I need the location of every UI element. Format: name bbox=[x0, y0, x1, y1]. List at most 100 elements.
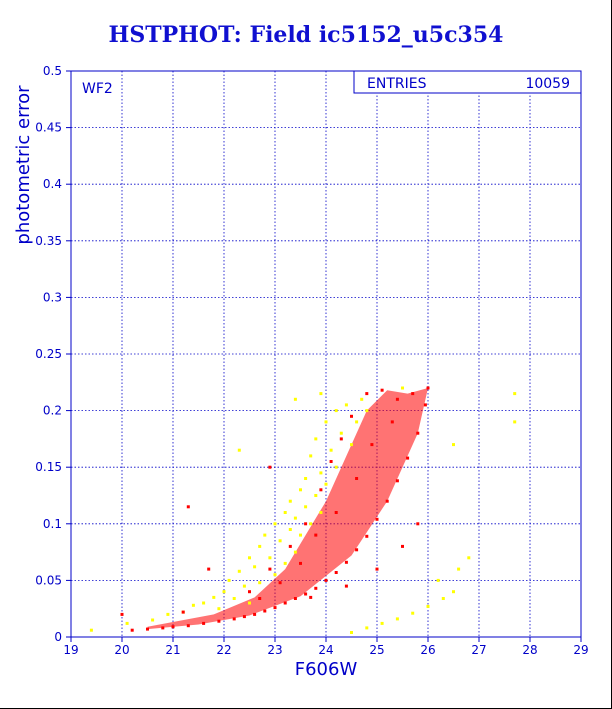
yellow-point bbox=[426, 604, 430, 608]
red-point bbox=[416, 522, 420, 526]
yellow-point bbox=[288, 528, 292, 531]
red-point bbox=[217, 619, 221, 623]
yellow-point bbox=[248, 556, 251, 560]
yellow-point bbox=[365, 626, 369, 630]
yellow-point bbox=[151, 618, 155, 622]
x-tick-label: 25 bbox=[369, 643, 384, 657]
yellow-point bbox=[191, 603, 195, 607]
yellow-point bbox=[283, 561, 287, 565]
x-tick-label: 29 bbox=[573, 643, 588, 657]
yellow-point bbox=[237, 569, 241, 573]
red-point bbox=[120, 612, 124, 616]
red-point bbox=[314, 586, 318, 590]
y-axis-label: photometric error bbox=[13, 85, 34, 245]
red-point bbox=[344, 560, 348, 564]
yellow-point bbox=[166, 612, 170, 616]
red-point bbox=[406, 456, 410, 460]
y-tick-label: 0.45 bbox=[35, 121, 62, 135]
yellow-point bbox=[350, 443, 353, 447]
red-point bbox=[380, 388, 384, 392]
red-point bbox=[329, 460, 333, 463]
yellow-point bbox=[278, 539, 282, 543]
stats-entries-label: ENTRIES bbox=[367, 76, 427, 92]
yellow-point bbox=[217, 607, 221, 611]
red-point bbox=[278, 581, 282, 585]
yellow-point bbox=[457, 567, 461, 571]
yellow-point bbox=[314, 437, 318, 441]
red-point bbox=[309, 595, 313, 599]
yellow-point bbox=[355, 420, 359, 424]
y-tick-label: 0.35 bbox=[35, 234, 62, 248]
yellow-point bbox=[268, 556, 272, 560]
yellow-point bbox=[232, 597, 236, 600]
x-axis-label: F606W bbox=[295, 659, 358, 680]
y-tick-label: 0.2 bbox=[43, 404, 62, 418]
yellow-point bbox=[334, 409, 338, 413]
yellow-point bbox=[304, 505, 308, 509]
yellow-point bbox=[411, 611, 415, 615]
red-point bbox=[416, 431, 420, 435]
x-tick-label: 28 bbox=[522, 643, 537, 657]
yellow-point bbox=[202, 601, 206, 605]
red-point bbox=[423, 403, 427, 407]
yellow-point bbox=[212, 595, 216, 599]
yellow-point bbox=[125, 621, 129, 625]
red-point bbox=[288, 544, 292, 548]
red-point bbox=[370, 443, 374, 447]
yellow-point bbox=[258, 581, 262, 585]
x-tick-label: 26 bbox=[420, 643, 435, 657]
red-point bbox=[355, 477, 359, 480]
red-point bbox=[375, 517, 379, 521]
yellow-point bbox=[365, 409, 369, 413]
x-tick-label: 21 bbox=[165, 643, 180, 657]
x-tick-label: 23 bbox=[267, 643, 282, 657]
red-point bbox=[395, 397, 399, 401]
yellow-point bbox=[360, 397, 364, 401]
yellow-point bbox=[309, 454, 313, 458]
red-point bbox=[401, 544, 404, 548]
yellow-point bbox=[344, 403, 348, 407]
yellow-point bbox=[380, 621, 384, 625]
stats-entries-value: 10059 bbox=[525, 76, 570, 92]
x-tick-label: 20 bbox=[114, 643, 129, 657]
yellow-point bbox=[293, 516, 297, 520]
red-point bbox=[390, 420, 394, 424]
yellow-point bbox=[273, 573, 277, 577]
red-point bbox=[242, 615, 246, 619]
red-point bbox=[411, 392, 415, 396]
yellow-point bbox=[293, 397, 297, 401]
yellow-point bbox=[513, 420, 517, 424]
yellow-point bbox=[436, 578, 440, 582]
y-tick-label: 0.3 bbox=[43, 290, 62, 304]
yellow-point bbox=[319, 471, 323, 475]
red-point bbox=[186, 624, 190, 628]
x-tick-label: 24 bbox=[318, 643, 333, 657]
yellow-point bbox=[350, 631, 353, 634]
tick-labels: 19 20 21 22 23 24 25 26 27 28 29 0 0.05 0.1 0.15 0.2 0.2… bbox=[35, 64, 588, 657]
yellow-point bbox=[401, 386, 404, 390]
red-point bbox=[304, 522, 308, 526]
yellow-point bbox=[339, 431, 343, 435]
red-point bbox=[385, 499, 389, 503]
red-point bbox=[334, 571, 338, 574]
red-point bbox=[324, 578, 328, 582]
yellow-point bbox=[467, 556, 471, 560]
red-point bbox=[355, 548, 359, 552]
y-tick-label: 0.25 bbox=[35, 347, 62, 361]
yellow-point bbox=[334, 465, 338, 469]
yellow-point bbox=[237, 448, 241, 452]
yellow-point bbox=[513, 392, 517, 396]
red-point bbox=[202, 621, 206, 625]
yellow-point bbox=[227, 578, 231, 582]
yellow-point bbox=[89, 628, 93, 632]
yellow-point bbox=[288, 499, 292, 503]
yellow-point bbox=[441, 597, 445, 600]
y-tick-label: 0.15 bbox=[35, 460, 62, 474]
stats-box-frame bbox=[353, 70, 582, 94]
yellow-point bbox=[299, 533, 302, 537]
red-point bbox=[258, 597, 262, 600]
yellow-point bbox=[324, 420, 328, 424]
red-point bbox=[365, 534, 369, 538]
red-band bbox=[147, 388, 428, 630]
red-density-area bbox=[147, 388, 428, 630]
